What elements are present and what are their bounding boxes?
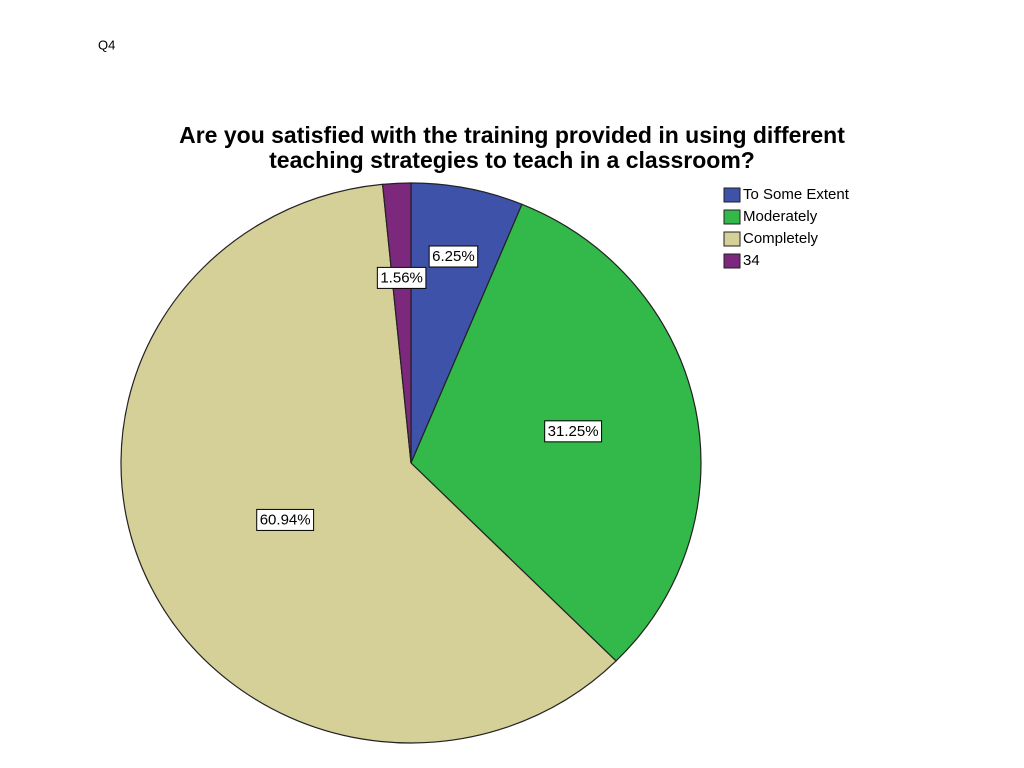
legend-swatch bbox=[723, 231, 741, 247]
legend-swatch bbox=[723, 253, 741, 269]
legend-swatch bbox=[723, 187, 741, 203]
legend-swatch bbox=[723, 209, 741, 225]
legend-label: 34 bbox=[743, 252, 760, 269]
data-label: 31.25% bbox=[548, 423, 599, 440]
pie-slice bbox=[381, 182, 412, 464]
page-label: Q4 bbox=[98, 37, 115, 52]
legend-label: To Some Extent bbox=[743, 186, 850, 203]
data-label-box bbox=[256, 508, 315, 531]
legend: To Some Extent Moderately Completely 34 bbox=[723, 186, 850, 269]
legend-label: Moderately bbox=[743, 208, 818, 225]
data-label-box bbox=[544, 420, 603, 443]
chart-title: Are you satisfied with the training prov… bbox=[179, 122, 845, 148]
data-label: 1.56% bbox=[380, 269, 423, 286]
data-label: 6.25% bbox=[432, 248, 475, 265]
data-label-box bbox=[428, 245, 479, 268]
data-label-box bbox=[376, 266, 427, 289]
legend-label: Completely bbox=[743, 230, 819, 247]
data-label: 60.94% bbox=[260, 511, 311, 528]
pie-slice bbox=[120, 183, 617, 744]
chart-title: teaching strategies to teach in a classr… bbox=[269, 147, 755, 173]
data-labels: 6.25% 31.25% 60.94% 1.56% bbox=[256, 245, 603, 531]
